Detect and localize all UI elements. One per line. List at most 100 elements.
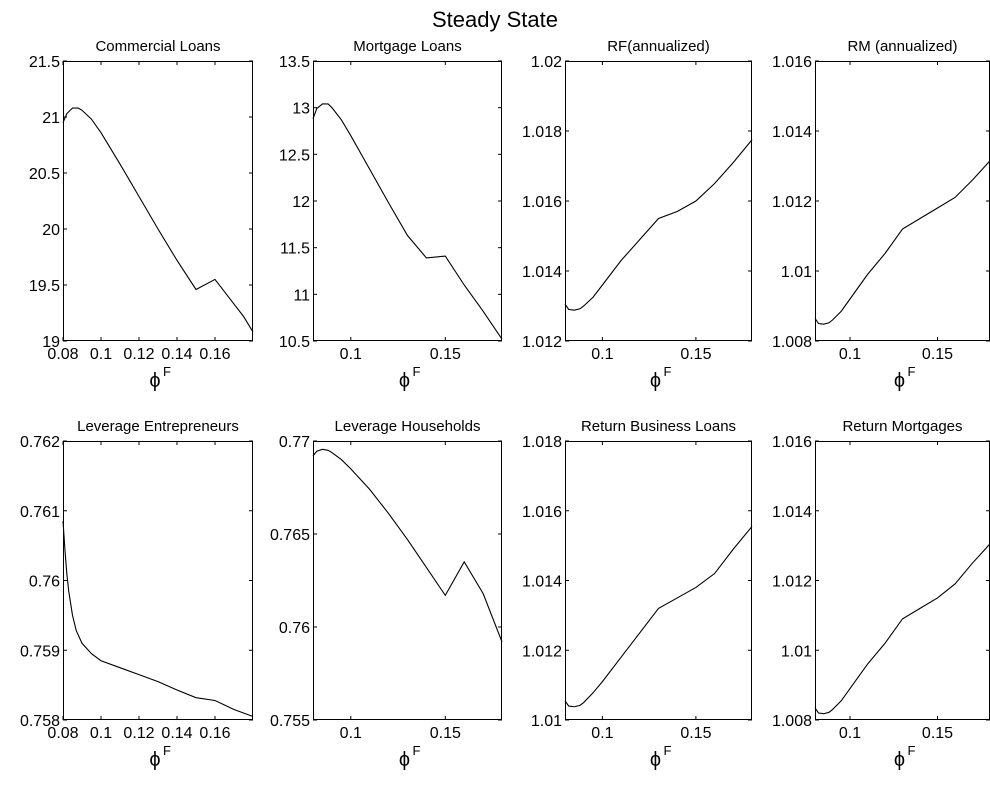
x-axis-label: ϕ [399, 370, 410, 392]
y-tick-label: 1.016 [772, 54, 812, 71]
x-axis-label-superscript: F [908, 364, 916, 379]
y-tick-label: 12 [292, 194, 310, 211]
subplot-title: Leverage Households [335, 418, 481, 435]
subplot-1: Commercial Loans 0.08 0.1 0.12 0.14 0.16 19 19.… [29, 38, 254, 392]
series-line [564, 139, 753, 311]
y-tick-label: 1.016 [772, 434, 812, 451]
x-axis-label-superscript: F [664, 364, 672, 379]
y-tick-label: 1.012 [772, 574, 812, 591]
x-axis-label-superscript: F [163, 364, 171, 379]
x-tick-label: 0.1 [90, 346, 112, 363]
y-tick-label: 1.012 [522, 334, 562, 351]
subplot-6: Leverage Households 0.1 0.15 0.755 0.76 0.765… [270, 418, 503, 771]
x-axis-label: ϕ [149, 370, 160, 392]
x-tick-label: 0.14 [161, 346, 192, 363]
y-tick-label: 11.5 [280, 241, 310, 258]
y-tick-label: 1.018 [522, 434, 562, 451]
y-tick-label: 0.76 [279, 620, 310, 637]
subplot-title: Return Mortgages [842, 418, 962, 435]
y-tick-label: 1.01 [531, 713, 562, 730]
y-tick-label: 19 [42, 334, 60, 351]
x-tick-label: 0.16 [199, 725, 230, 742]
y-tick-label: 1.01 [781, 264, 812, 281]
y-tick-label: 1.018 [522, 124, 562, 141]
series-line [814, 543, 990, 715]
x-tick-label: 0.16 [199, 346, 230, 363]
y-tick-label: 13.5 [279, 54, 310, 71]
x-tick-label: 0.15 [922, 725, 953, 742]
y-tick-label: 10.5 [279, 334, 310, 351]
x-axis-label: ϕ [149, 749, 160, 771]
x-axis-label-superscript: F [413, 743, 421, 758]
x-axis-label: ϕ [650, 370, 661, 392]
x-tick-label: 0.15 [430, 346, 461, 363]
x-axis-label-superscript: F [163, 743, 171, 758]
y-tick-label: 1.016 [522, 504, 562, 521]
subplot-5: Leverage Entrepreneurs 0.08 0.1 0.12 0.14 0.1… [20, 418, 254, 771]
subplot-7: Return Business Loans 0.1 0.15 1.01 1.012 1.0… [522, 418, 753, 771]
y-tick-label: 0.759 [20, 643, 60, 660]
x-tick-label: 0.1 [90, 725, 112, 742]
x-axis-label: ϕ [894, 370, 905, 392]
x-tick-label: 0.08 [47, 725, 78, 742]
x-tick-label: 0.12 [123, 346, 154, 363]
y-tick-label: 0.761 [20, 504, 60, 521]
subplot-title: Leverage Entrepreneurs [77, 418, 239, 435]
y-tick-label: 21.5 [29, 54, 60, 71]
x-axis-label-superscript: F [664, 743, 672, 758]
y-tick-label: 1.012 [522, 643, 562, 660]
x-tick-label: 0.1 [591, 346, 613, 363]
y-tick-label: 0.758 [20, 713, 60, 730]
series-line [62, 107, 254, 333]
figure-suptitle: Steady State [432, 7, 558, 32]
series-line [312, 448, 503, 643]
x-tick-label: 0.08 [47, 346, 78, 363]
subplot-2: Mortgage Loans 0.1 0.15 10.5 11 11.5 12 12.5 13 1… [279, 38, 503, 392]
y-tick-label: 1.014 [772, 504, 812, 521]
y-tick-label: 20 [42, 222, 60, 239]
x-tick-label: 0.1 [340, 346, 362, 363]
y-tick-label: 1.014 [522, 574, 562, 591]
subplot-title: RF(annualized) [607, 38, 710, 55]
y-tick-label: 20.5 [29, 166, 60, 183]
x-tick-label: 0.15 [430, 725, 461, 742]
subplot-4: RM (annualized) 0.1 0.15 1.008 1.01 1.012 1.01… [772, 38, 990, 392]
x-axis-label: ϕ [650, 749, 661, 771]
y-tick-label: 0.77 [279, 434, 310, 451]
series-line [814, 160, 990, 325]
subplot-title: Commercial Loans [95, 38, 220, 55]
x-tick-label: 0.1 [839, 346, 861, 363]
y-tick-label: 0.762 [20, 434, 60, 451]
x-axis-label: ϕ [894, 749, 905, 771]
y-tick-label: 11 [293, 287, 310, 304]
x-tick-label: 0.15 [680, 346, 711, 363]
x-tick-label: 0.15 [680, 725, 711, 742]
series-line [564, 526, 753, 708]
x-tick-label: 0.1 [839, 725, 861, 742]
y-tick-label: 1.014 [522, 264, 562, 281]
series-line [312, 103, 503, 340]
y-tick-label: 1.01 [781, 643, 812, 660]
y-tick-label: 19.5 [29, 278, 60, 295]
subplot-title: RM (annualized) [847, 38, 957, 55]
x-tick-label: 0.1 [340, 725, 362, 742]
y-tick-label: 21 [42, 110, 60, 127]
x-tick-label: 0.15 [922, 346, 953, 363]
x-axis-label-superscript: F [908, 743, 916, 758]
x-tick-label: 0.1 [591, 725, 613, 742]
subplot-grid: Commercial Loans 0.08 0.1 0.12 0.14 0.16 19 19.… [20, 38, 990, 771]
y-tick-label: 0.755 [270, 713, 310, 730]
y-tick-label: 1.014 [772, 124, 812, 141]
y-tick-label: 0.76 [29, 574, 60, 591]
y-tick-label: 1.016 [522, 194, 562, 211]
y-tick-label: 0.765 [270, 527, 310, 544]
axes-frame [313, 441, 502, 720]
x-tick-label: 0.14 [161, 725, 192, 742]
subplot-title: Return Business Loans [581, 418, 736, 435]
x-tick-label: 0.12 [123, 725, 154, 742]
axes-frame [63, 61, 253, 341]
y-tick-label: 1.008 [772, 334, 812, 351]
subplot-3: RF(annualized) 0.1 0.15 1.012 1.014 1.016 1.01… [522, 38, 753, 392]
